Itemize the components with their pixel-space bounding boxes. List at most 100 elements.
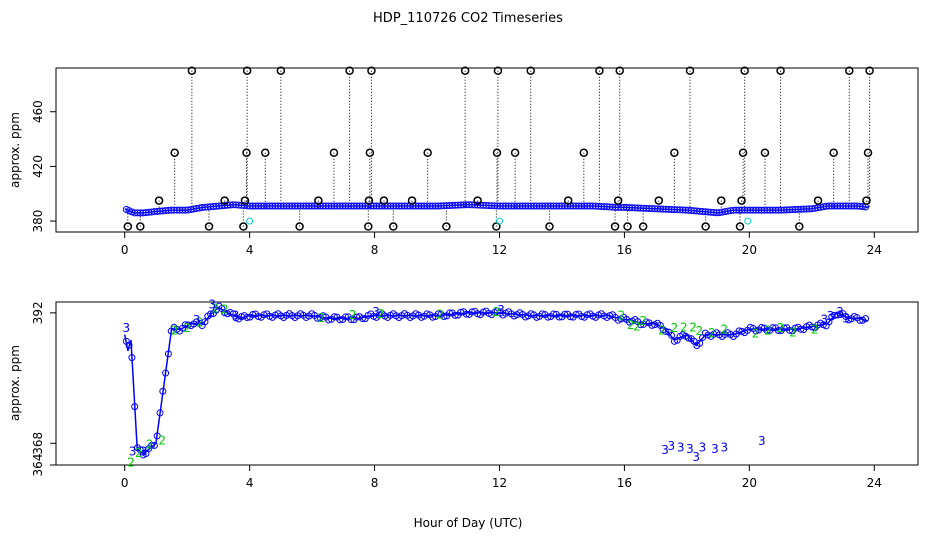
co2-point bbox=[201, 318, 209, 326]
outlier-point bbox=[563, 196, 573, 205]
flag-2-label: 2 bbox=[627, 318, 635, 332]
co2-point bbox=[637, 321, 645, 329]
x-tick-label: 12 bbox=[492, 243, 507, 257]
outlier-point bbox=[136, 222, 145, 231]
outlier-point bbox=[813, 196, 823, 205]
co2-point bbox=[662, 327, 670, 335]
flag-2-label: 2 bbox=[127, 455, 135, 469]
flag-2-label: 2 bbox=[196, 316, 204, 330]
outlier-point bbox=[510, 148, 520, 157]
co2-point bbox=[758, 324, 766, 332]
outlier-point bbox=[492, 148, 502, 157]
outlier-point bbox=[220, 196, 229, 205]
cyan-point bbox=[246, 217, 254, 225]
cyan-point bbox=[744, 217, 752, 225]
outlier-point bbox=[716, 196, 726, 205]
co2-point bbox=[696, 339, 704, 347]
top-panel-frame bbox=[55, 67, 919, 233]
bottom-x-axis: 0 4 8 12 16 20 24 bbox=[121, 465, 882, 490]
outlier-point bbox=[170, 148, 179, 157]
x-tick-label: 16 bbox=[617, 476, 632, 490]
outlier-point bbox=[595, 66, 604, 75]
outlier-point bbox=[865, 66, 874, 75]
co2-point bbox=[347, 316, 355, 324]
flag-3-label: 3 bbox=[692, 450, 700, 464]
x-tick-label: 24 bbox=[867, 476, 882, 490]
flag-2-label: 2 bbox=[135, 446, 143, 460]
outlier-point bbox=[364, 196, 374, 205]
flag-2-label: 2 bbox=[318, 311, 326, 325]
flag-2-label: 2 bbox=[671, 321, 679, 335]
outlier-point bbox=[242, 148, 251, 157]
outlier-point bbox=[738, 148, 748, 157]
outlier-point bbox=[295, 222, 304, 231]
co2-point bbox=[313, 314, 321, 322]
outlier-point bbox=[613, 196, 623, 205]
outlier-point bbox=[314, 196, 323, 205]
co2-point bbox=[128, 354, 136, 362]
x-tick-label: 8 bbox=[371, 476, 379, 490]
co2-point bbox=[684, 334, 692, 342]
flag-3-label: 3 bbox=[497, 303, 505, 317]
outlier-point bbox=[737, 196, 746, 205]
cyan-point bbox=[495, 217, 503, 225]
outlier-point bbox=[610, 222, 620, 231]
co2-point bbox=[752, 327, 760, 335]
x-tick-label: 24 bbox=[867, 243, 882, 257]
outlier-point bbox=[365, 148, 375, 157]
flag-3-label: 3 bbox=[842, 311, 850, 325]
flag-3-label: 3 bbox=[758, 434, 766, 448]
co2-point bbox=[162, 369, 170, 377]
co2-point bbox=[862, 315, 870, 323]
co2-point bbox=[156, 409, 164, 417]
bottom-y-axis-label: approx. ppm bbox=[8, 345, 22, 421]
flag-2-label: 2 bbox=[789, 325, 797, 339]
flag-2-label: 2 bbox=[680, 321, 688, 335]
flag-3-label: 3 bbox=[699, 441, 707, 455]
baseline-point bbox=[859, 203, 867, 211]
outlier-point bbox=[579, 148, 589, 157]
co2-point bbox=[555, 313, 563, 321]
outlier-point bbox=[123, 222, 133, 231]
outlier-point bbox=[862, 196, 871, 205]
outlier-point bbox=[845, 66, 854, 75]
flag-3-label: 3 bbox=[836, 305, 844, 319]
flag-2-label: 2 bbox=[158, 434, 166, 448]
outlier-point bbox=[654, 196, 664, 205]
outlier-point bbox=[623, 222, 632, 231]
flag-2-label: 2 bbox=[811, 323, 819, 337]
co2-point bbox=[164, 350, 172, 358]
flag-3-label: 3 bbox=[677, 441, 685, 455]
outlier-point bbox=[526, 66, 535, 75]
flag-3-label: 3 bbox=[129, 444, 137, 458]
outlier-point bbox=[204, 222, 214, 231]
flag-2-label: 2 bbox=[221, 303, 229, 317]
flag-3-label: 3 bbox=[661, 443, 669, 457]
outlier-point bbox=[760, 148, 770, 157]
outlier-point bbox=[795, 222, 804, 231]
y-tick-label: 460 bbox=[31, 100, 45, 123]
co2-point bbox=[207, 310, 215, 318]
flag-3-label: 3 bbox=[122, 321, 130, 335]
top-y-axis-label: approx. ppm bbox=[8, 112, 22, 188]
flag-2-label: 2 bbox=[171, 323, 179, 337]
flag-2-label: 2 bbox=[211, 302, 219, 316]
co2-point bbox=[440, 313, 448, 321]
top-y-axis: 380 420 460 bbox=[31, 100, 56, 233]
co2-point bbox=[434, 310, 442, 318]
co2-point bbox=[774, 327, 782, 335]
x-axis-label: Hour of Day (UTC) bbox=[414, 516, 523, 530]
flag-2-label: 2 bbox=[696, 324, 704, 338]
co2-point bbox=[769, 324, 777, 332]
outlier-point bbox=[829, 148, 838, 157]
outlier-point bbox=[670, 148, 679, 157]
co2-point bbox=[153, 432, 161, 440]
outlier-point bbox=[685, 66, 695, 75]
flag-2-label: 2 bbox=[633, 319, 641, 333]
flag-2-label: 2 bbox=[146, 437, 154, 451]
co2-point bbox=[342, 313, 350, 321]
flag-2-label: 2 bbox=[377, 307, 385, 321]
